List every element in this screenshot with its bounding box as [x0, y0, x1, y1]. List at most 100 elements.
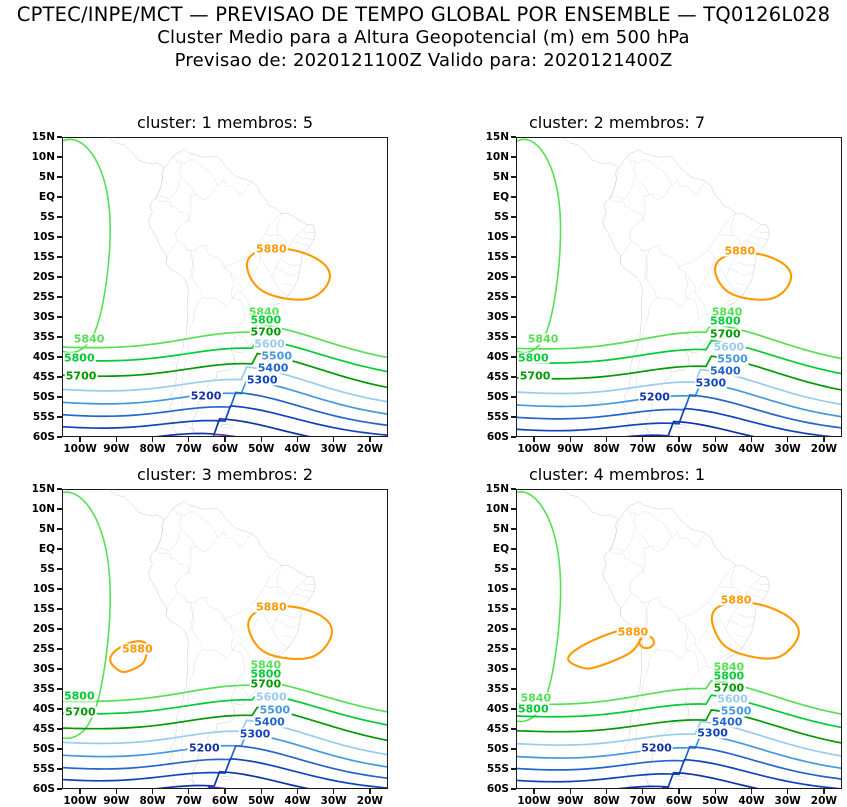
x-axis-label: 80W: [139, 795, 166, 807]
x-tick: [151, 437, 154, 442]
x-axis-label: 70W: [629, 443, 656, 455]
contour-label: 5840: [526, 332, 560, 346]
contour-label: 5700: [64, 705, 97, 719]
chart-header: CPTEC/INPE/MCT — PREVISAO DE TEMPO GLOBA…: [0, 0, 847, 72]
contour-label: 5700: [518, 369, 552, 383]
y-tick: [57, 788, 62, 790]
x-tick: [533, 437, 535, 442]
contour-label: 5500: [716, 352, 749, 366]
y-axis-label: 40S: [32, 351, 55, 363]
y-axis-label: 5S: [40, 211, 55, 223]
cluster-label: cluster:: [528, 113, 594, 132]
x-tick: [79, 789, 81, 794]
y-axis-label: 35S: [486, 331, 509, 343]
x-tick: [260, 789, 262, 794]
x-tick: [260, 437, 262, 442]
y-tick: [57, 568, 62, 570]
contour-label: 5200: [187, 741, 221, 755]
y-tick: [511, 296, 516, 298]
y-tick: [511, 728, 516, 730]
cluster-label: cluster:: [528, 465, 594, 484]
contour-label: 5880: [120, 642, 154, 656]
y-axis-label: 35S: [32, 331, 55, 343]
y-axis-label: 10N: [485, 151, 509, 163]
contour-label: 5800: [249, 313, 283, 327]
y-axis-label: EQ: [492, 543, 509, 555]
contour-label: 5840: [72, 332, 106, 346]
x-axis-label: 100W: [63, 795, 97, 807]
x-tick: [569, 789, 572, 794]
y-axis-label: 55S: [32, 411, 55, 423]
x-tick: [151, 789, 154, 794]
y-axis-label: 50S: [32, 391, 55, 403]
x-axis-label: 20W: [810, 795, 837, 807]
x-tick: [786, 789, 789, 794]
y-tick: [57, 768, 62, 770]
y-axis-label: 40S: [486, 703, 509, 715]
x-tick: [678, 437, 680, 442]
y-axis-label: 10S: [32, 583, 55, 595]
contour-label: 5700: [249, 325, 283, 339]
y-axis-label: 20S: [486, 271, 509, 283]
contour-label: 5400: [253, 715, 286, 729]
y-tick: [511, 648, 516, 650]
x-axis-label: 40W: [284, 443, 311, 455]
x-tick: [823, 789, 825, 794]
y-axis-label: 15N: [31, 483, 55, 495]
y-tick: [57, 748, 62, 750]
x-tick: [115, 789, 118, 794]
contour-label: 5200: [189, 389, 223, 403]
x-tick: [642, 437, 644, 442]
y-axis-label: 25S: [32, 291, 55, 303]
y-tick: [511, 156, 516, 158]
y-tick: [57, 316, 62, 318]
x-axis-label: 90W: [103, 795, 130, 807]
x-axis-label: 30W: [320, 443, 347, 455]
contour-label: 5700: [708, 327, 742, 341]
contour-label: 5840: [519, 691, 553, 705]
y-tick: [57, 296, 62, 298]
y-axis-label: EQ: [492, 191, 509, 203]
x-tick: [786, 437, 789, 442]
cluster-value: 3: [201, 465, 217, 484]
y-axis-label: 5N: [38, 523, 55, 535]
y-tick: [511, 436, 516, 438]
x-tick: [224, 437, 226, 442]
y-axis-label: 30S: [486, 311, 509, 323]
x-axis-label: 50W: [248, 795, 275, 807]
x-tick: [332, 789, 335, 794]
y-tick: [57, 648, 62, 650]
y-tick: [57, 136, 62, 138]
y-axis-label: 40S: [486, 351, 509, 363]
y-tick: [511, 356, 516, 358]
map-canvas-2: [517, 138, 841, 437]
y-tick: [511, 396, 516, 398]
y-axis-label: 55S: [486, 411, 509, 423]
y-tick: [57, 528, 62, 530]
cluster-value: 2: [593, 113, 609, 132]
contour-label: 5800: [63, 351, 96, 365]
y-axis-label: 15N: [485, 131, 509, 143]
y-tick: [511, 276, 516, 278]
y-axis-label: 60S: [486, 783, 509, 795]
x-tick: [605, 789, 608, 794]
y-tick: [57, 688, 62, 690]
x-axis-label: 60W: [665, 443, 693, 455]
x-axis-label: 20W: [356, 795, 383, 807]
y-axis-label: 55S: [32, 763, 55, 775]
contour-label: 5800: [63, 689, 96, 703]
y-axis-label: 30S: [486, 663, 509, 675]
x-tick: [296, 789, 299, 794]
contour-label: 5700: [249, 677, 283, 691]
y-axis-label: 45S: [32, 723, 55, 735]
contour-label: 5200: [640, 741, 673, 755]
y-tick: [57, 488, 62, 490]
y-tick: [57, 588, 62, 590]
x-tick: [188, 789, 190, 794]
contour-label: 5300: [696, 726, 729, 740]
x-axis-label: 100W: [63, 443, 97, 455]
x-tick: [605, 437, 608, 442]
y-tick: [57, 216, 62, 218]
membros-label: membros:: [216, 113, 303, 132]
